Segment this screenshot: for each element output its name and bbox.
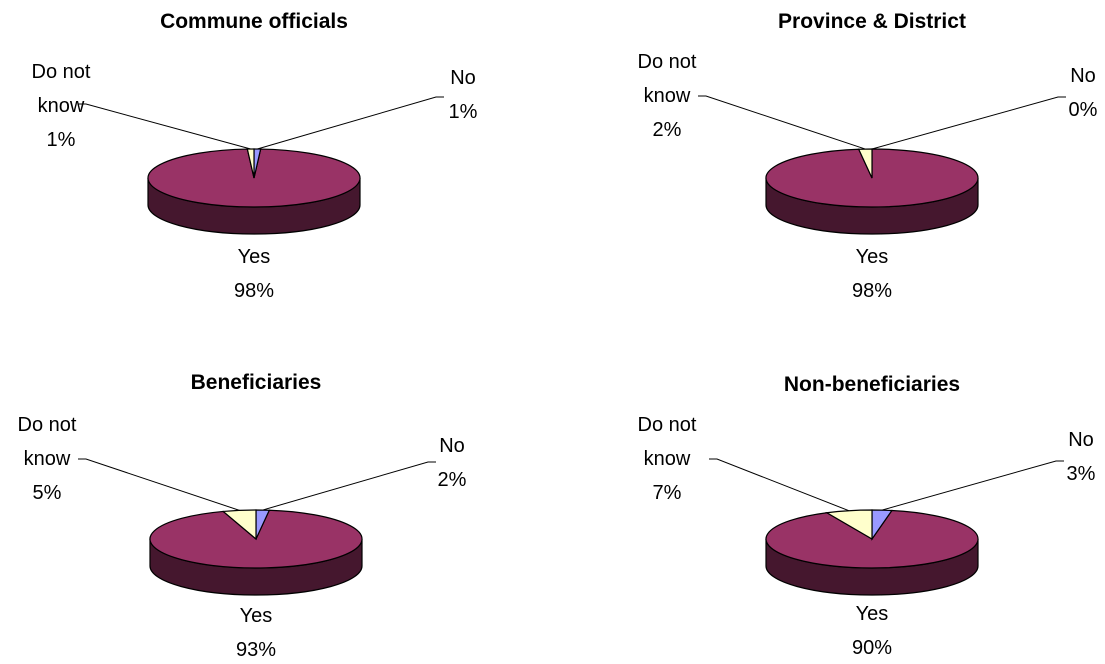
no-label: No 2% xyxy=(438,435,467,491)
yes-label-line: Yes xyxy=(856,603,889,625)
no-label-line: No xyxy=(450,67,476,89)
leader-line-do-not-know xyxy=(78,458,240,511)
pie-slice-do-not-know xyxy=(857,148,873,179)
yes-percent: 90% xyxy=(852,637,892,659)
yes-label: Yes 98% xyxy=(852,246,892,302)
do-not-know-label-line: Do not xyxy=(32,61,91,83)
leader-line-do-not-know xyxy=(709,458,850,512)
do-not-know-percent: 2% xyxy=(653,119,682,141)
do-not-know-label-line: know xyxy=(38,95,85,117)
leader-line-do-not-know xyxy=(698,95,866,150)
pie-chart-1: Commune officials Do not know 1% No 1% Yes 98% xyxy=(32,10,478,302)
yes-percent: 98% xyxy=(234,280,274,302)
no-label: No 1% xyxy=(449,67,478,123)
yes-label: Yes 90% xyxy=(852,603,892,659)
do-not-know-label: Do not know 2% xyxy=(638,51,697,141)
yes-label-line: Yes xyxy=(238,246,271,268)
do-not-know-label: Do not know 1% xyxy=(32,61,91,151)
do-not-know-label-line: Do not xyxy=(18,414,77,436)
no-label-line: No xyxy=(1070,65,1096,87)
do-not-know-percent: 7% xyxy=(653,482,682,504)
chart-title: Province & District xyxy=(778,10,966,33)
pie-chart-4: Non-beneficiaries Do not know 7% No 3% Yes 90% xyxy=(638,373,1096,659)
leader-line-no xyxy=(871,96,1066,150)
pie-chart-2: Province & District Do not know 2% No 0% Yes 98… xyxy=(638,10,1098,302)
no-label: No 3% xyxy=(1067,429,1096,485)
no-label-line: No xyxy=(1068,429,1094,451)
do-not-know-label-line: Do not xyxy=(638,51,697,73)
do-not-know-label: Do not know 7% xyxy=(638,414,697,504)
do-not-know-label-line: know xyxy=(644,85,691,107)
no-label: No 0% xyxy=(1069,65,1098,121)
yes-label-line: Yes xyxy=(240,605,273,627)
chart-title: Beneficiaries xyxy=(191,371,322,394)
no-percent: 1% xyxy=(449,101,478,123)
do-not-know-label: Do not know 5% xyxy=(18,414,77,504)
pie-chart-3: Beneficiaries Do not know 5% No 2% Yes 93% xyxy=(18,371,467,661)
no-label-line: No xyxy=(439,435,465,457)
no-percent: 2% xyxy=(438,469,467,491)
leader-line-no xyxy=(257,96,444,150)
do-not-know-label-line: know xyxy=(644,448,691,470)
do-not-know-label-line: know xyxy=(24,448,71,470)
yes-label-line: Yes xyxy=(856,246,889,268)
leader-line-do-not-know xyxy=(78,103,251,150)
leader-line-no xyxy=(262,461,436,511)
no-percent: 3% xyxy=(1067,463,1096,485)
leader-line-no xyxy=(881,460,1064,511)
do-not-know-percent: 1% xyxy=(47,129,76,151)
chart-title: Non-beneficiaries xyxy=(784,373,960,396)
do-not-know-label-line: Do not xyxy=(638,414,697,436)
yes-percent: 98% xyxy=(852,280,892,302)
chart-title: Commune officials xyxy=(160,10,348,33)
do-not-know-percent: 5% xyxy=(33,482,62,504)
yes-label: Yes 93% xyxy=(236,605,276,661)
yes-label: Yes 98% xyxy=(234,246,274,302)
yes-percent: 93% xyxy=(236,639,276,661)
no-percent: 0% xyxy=(1069,99,1098,121)
